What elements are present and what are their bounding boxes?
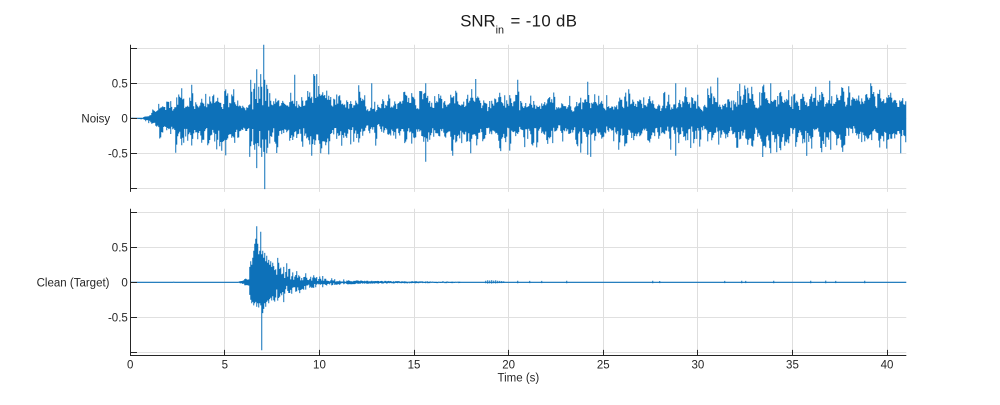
svg-text:20: 20 (502, 359, 515, 371)
svg-text:35: 35 (786, 359, 799, 371)
svg-text:30: 30 (691, 359, 704, 371)
svg-text:5: 5 (222, 359, 228, 371)
svg-text:0.5: 0.5 (112, 79, 128, 91)
svg-text:0.5: 0.5 (112, 243, 128, 255)
svg-text:0: 0 (121, 114, 127, 126)
svg-text:40: 40 (881, 359, 894, 371)
svg-text:15: 15 (408, 359, 421, 371)
svg-text:0: 0 (127, 359, 133, 371)
svg-text:-0.5: -0.5 (108, 313, 128, 325)
svg-text:0: 0 (121, 278, 127, 290)
svg-text:10: 10 (313, 359, 326, 371)
svg-text:Noisy: Noisy (81, 113, 110, 125)
svg-text:Time (s): Time (s) (498, 372, 540, 384)
svg-text:25: 25 (597, 359, 610, 371)
svg-text:Clean (Target): Clean (Target) (37, 277, 110, 289)
svg-text:-0.5: -0.5 (108, 149, 128, 161)
